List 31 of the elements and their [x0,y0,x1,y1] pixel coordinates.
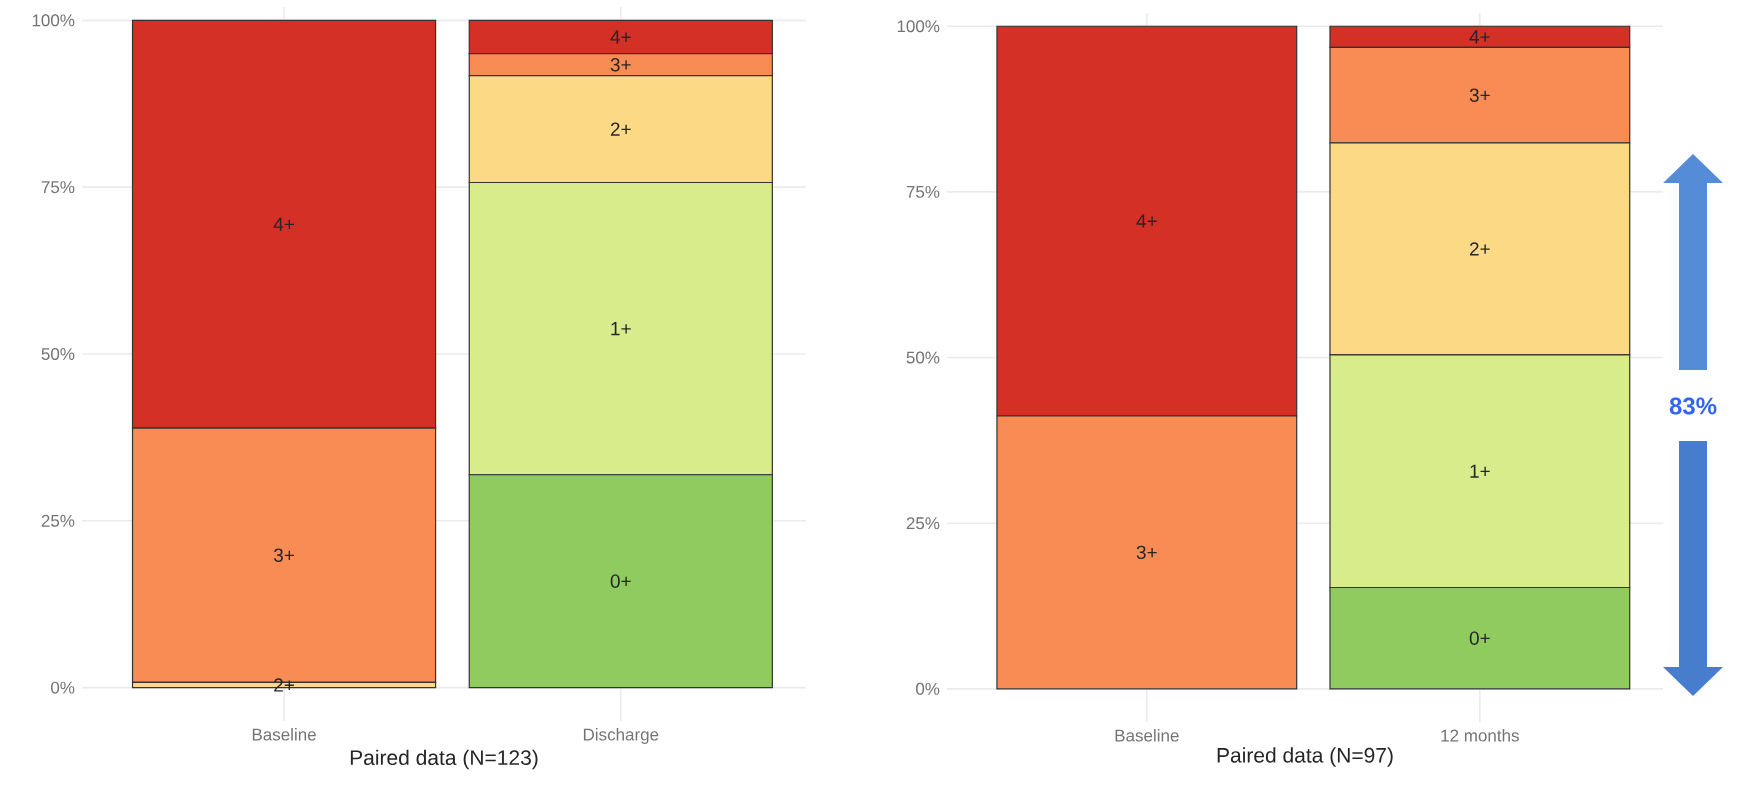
series-label: 3+ [1469,88,1490,102]
x-tick-label: Baseline [1115,729,1179,742]
y-tick-label: 50% [906,351,940,364]
text: 4+ [273,217,294,231]
y-tick-label: 50% [41,347,75,360]
y-tick-label: 0% [51,681,75,694]
y-tick-label: 25% [41,514,75,527]
y-tick-label: 0% [916,682,940,695]
y-tick-label: 75% [41,181,75,194]
series-label: 1+ [1470,464,1490,478]
text: 3+ [273,548,294,562]
series-label: 1+ [611,322,631,336]
series-label: 4+ [610,30,631,44]
x-axis-title: Paired data (N=123) [350,749,538,770]
text: 83% [1669,397,1717,415]
series-label: 4+ [1469,30,1490,44]
y-tick-label: 100% [897,20,940,33]
text: 2+ [610,122,631,136]
series-label: 2+ [1469,242,1490,256]
y-tick-label: 75% [906,185,940,198]
x-tick-label: Discharge [583,728,659,744]
y-tick-label: 25% [906,517,940,530]
y-tick-label: 100% [32,14,75,27]
series-label: 3+ [610,57,631,72]
x-tick-label: Baseline [252,728,316,741]
x-axis-title: Paired data (N=97) [1217,747,1393,767]
text: 3+ [1136,545,1157,560]
series-label: 0+ [610,574,631,588]
text: 4+ [1136,214,1157,228]
x-tick-label: 12 months [1441,729,1519,742]
series-label: 0+ [1469,631,1490,645]
